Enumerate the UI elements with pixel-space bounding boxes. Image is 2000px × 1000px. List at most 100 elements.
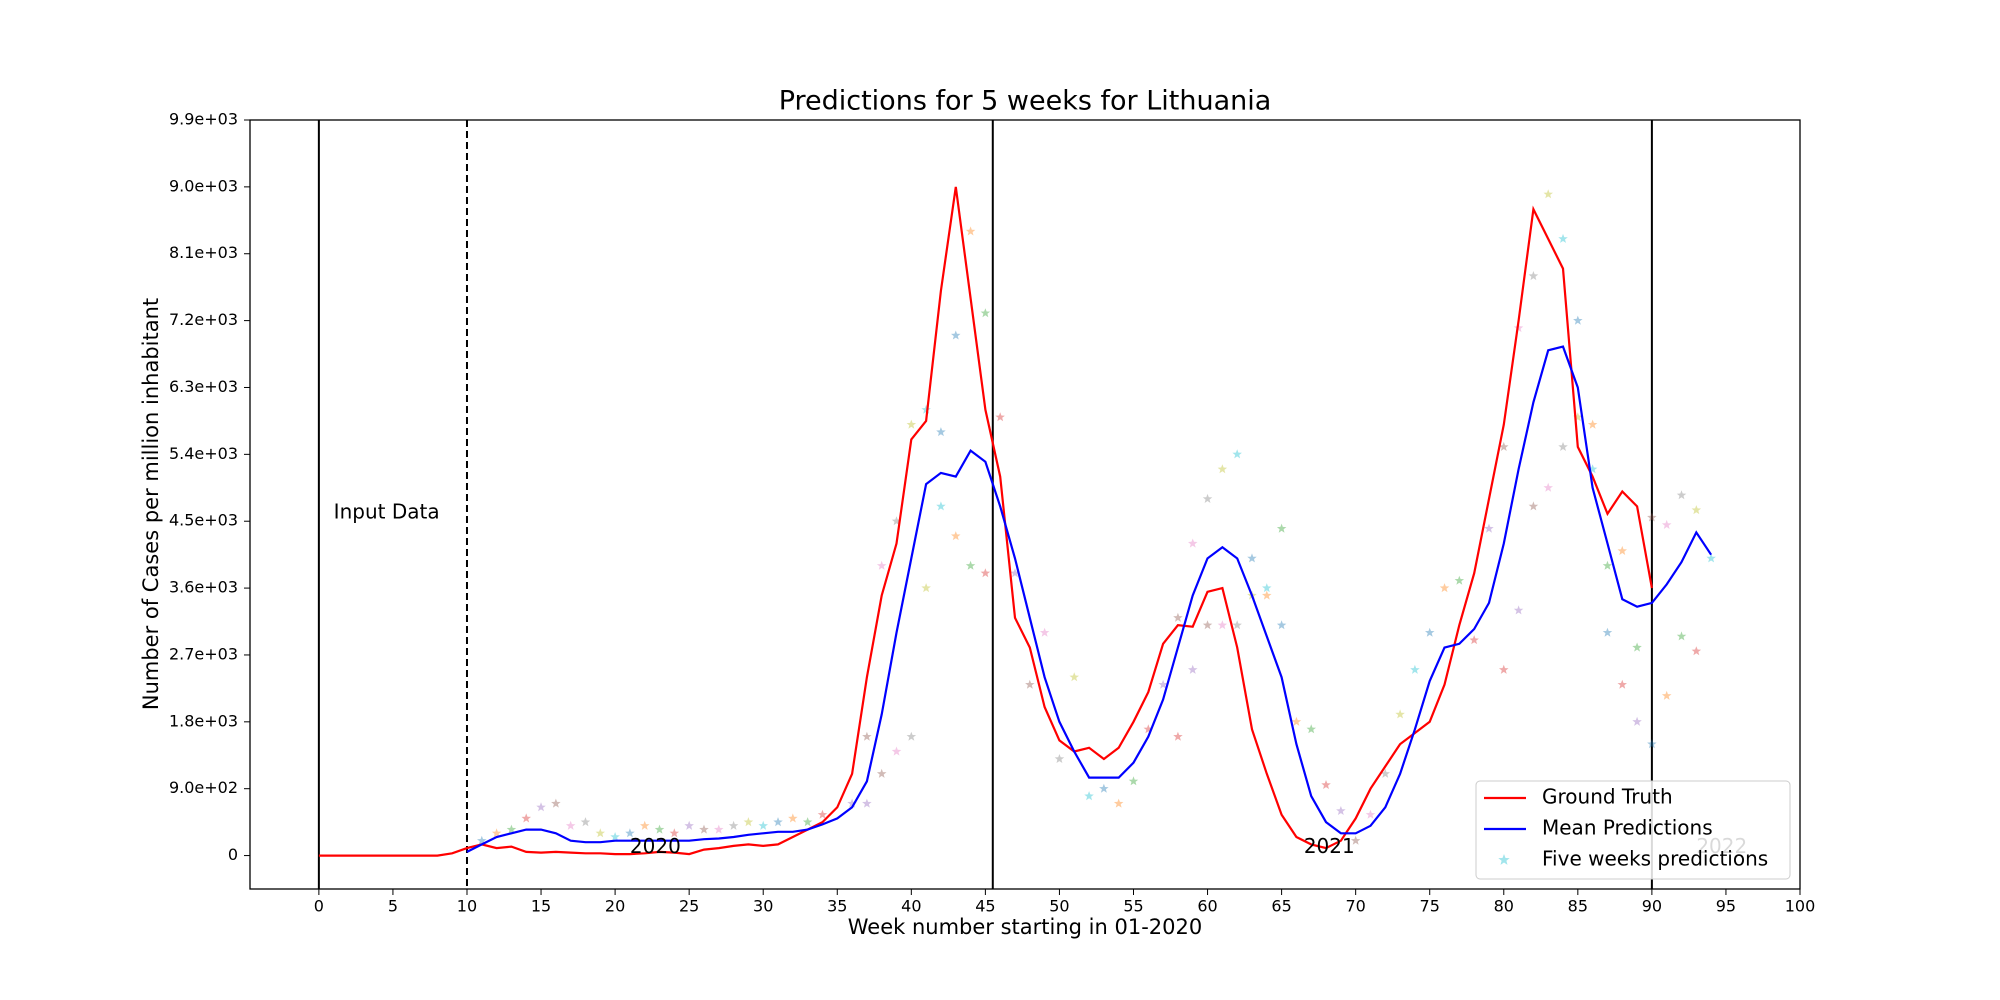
prediction-star (1454, 575, 1465, 585)
prediction-star (921, 583, 931, 593)
y-tick-label: 6.3e+03 (169, 377, 238, 396)
prediction-star (1276, 620, 1287, 630)
prediction-star (951, 330, 961, 340)
prediction-star (1528, 501, 1539, 511)
prediction-star (1587, 419, 1598, 429)
x-tick-label: 20 (605, 897, 625, 916)
prediction-star (580, 817, 591, 827)
prediction-star (1676, 631, 1687, 641)
prediction-star (847, 798, 857, 808)
prediction-star (980, 308, 991, 318)
legend-label: Ground Truth (1542, 785, 1673, 809)
x-tick-label: 35 (827, 897, 847, 916)
prediction-star (521, 813, 531, 823)
prediction-star (758, 820, 768, 830)
prediction-star (1602, 560, 1613, 570)
y-tick-label: 9.0e+03 (169, 176, 238, 195)
prediction-star (1380, 768, 1390, 778)
prediction-star (1306, 724, 1316, 734)
prediction-star (1232, 449, 1242, 459)
x-tick-label: 65 (1271, 897, 1291, 916)
annotation: Input Data (334, 500, 440, 524)
prediction-star (1706, 553, 1716, 563)
prediction-star (1439, 583, 1450, 593)
prediction-star (506, 824, 517, 834)
prediction-star (669, 828, 680, 838)
x-tick-label: 40 (901, 897, 921, 916)
prediction-star (1247, 553, 1257, 563)
prediction-star (1513, 605, 1524, 615)
prediction-star (906, 731, 917, 741)
y-tick-label: 9.0e+02 (169, 778, 238, 797)
y-axis-label: Number of Cases per million inhabitant (139, 298, 163, 710)
prediction-star (1647, 739, 1657, 749)
prediction-star (1336, 806, 1346, 815)
prediction-star (1276, 523, 1287, 533)
prediction-star (491, 828, 502, 838)
y-tick-label: 5.4e+03 (169, 444, 238, 463)
prediction-star (1632, 642, 1642, 652)
prediction-star (714, 824, 724, 834)
prediction-star (906, 419, 917, 429)
x-tick-label: 60 (1197, 897, 1217, 916)
prediction-star (1661, 690, 1672, 700)
prediction-star (1173, 612, 1183, 622)
prediction-star (1617, 545, 1627, 555)
prediction-star (699, 824, 709, 834)
prediction-star (1025, 679, 1035, 689)
axes-frame (249, 119, 1801, 890)
prediction-star (1202, 620, 1213, 630)
prediction-star (565, 820, 576, 830)
prediction-star (802, 817, 813, 827)
legend-label: Mean Predictions (1542, 816, 1713, 840)
prediction-star (1084, 791, 1094, 801)
prediction-star (1054, 754, 1065, 763)
prediction-star (1602, 627, 1613, 637)
legend-label: Five weeks predictions (1542, 847, 1768, 871)
prediction-star (1291, 716, 1302, 726)
prediction-star (1410, 664, 1420, 674)
prediction-star (1039, 627, 1050, 637)
prediction-star (1395, 709, 1405, 719)
prediction-star (640, 820, 650, 830)
prediction-star (1113, 798, 1124, 808)
prediction-star (610, 832, 620, 841)
prediction-star (1321, 780, 1331, 789)
legend-marker (1498, 854, 1510, 865)
prediction-star (1217, 464, 1228, 474)
series-line (466, 345, 1713, 853)
prediction-star (980, 568, 991, 578)
prediction-star (862, 798, 872, 808)
prediction-star (921, 404, 931, 414)
prediction-star (936, 501, 946, 511)
prediction-star (1647, 512, 1657, 522)
prediction-star (654, 824, 665, 834)
prediction-star (862, 731, 872, 741)
prediction-star (1262, 583, 1272, 593)
prediction-star (1128, 776, 1139, 786)
prediction-star (728, 820, 739, 830)
prediction-star (1069, 672, 1079, 682)
prediction-star (891, 516, 902, 526)
prediction-star (1232, 620, 1242, 630)
y-tick-label: 8.1e+03 (169, 243, 238, 262)
prediction-star (1202, 493, 1213, 503)
prediction-star (625, 828, 635, 838)
prediction-star (1661, 519, 1672, 529)
prediction-star (1262, 590, 1272, 600)
x-tick-label: 25 (679, 897, 699, 916)
prediction-star (1365, 809, 1376, 819)
prediction-star (1425, 627, 1435, 637)
y-tick-label: 7.2e+03 (169, 310, 238, 329)
annotation: 2021 (1304, 834, 1355, 858)
x-tick-label: 55 (1123, 897, 1143, 916)
prediction-star (1573, 412, 1583, 422)
prediction-star (1469, 635, 1479, 645)
prediction-star (891, 746, 902, 756)
x-tick-label: 30 (753, 897, 773, 916)
plot-area (318, 186, 1716, 857)
annotation: 2020 (630, 834, 681, 858)
x-tick-label: 85 (1568, 897, 1588, 916)
prediction-star (1158, 679, 1168, 689)
